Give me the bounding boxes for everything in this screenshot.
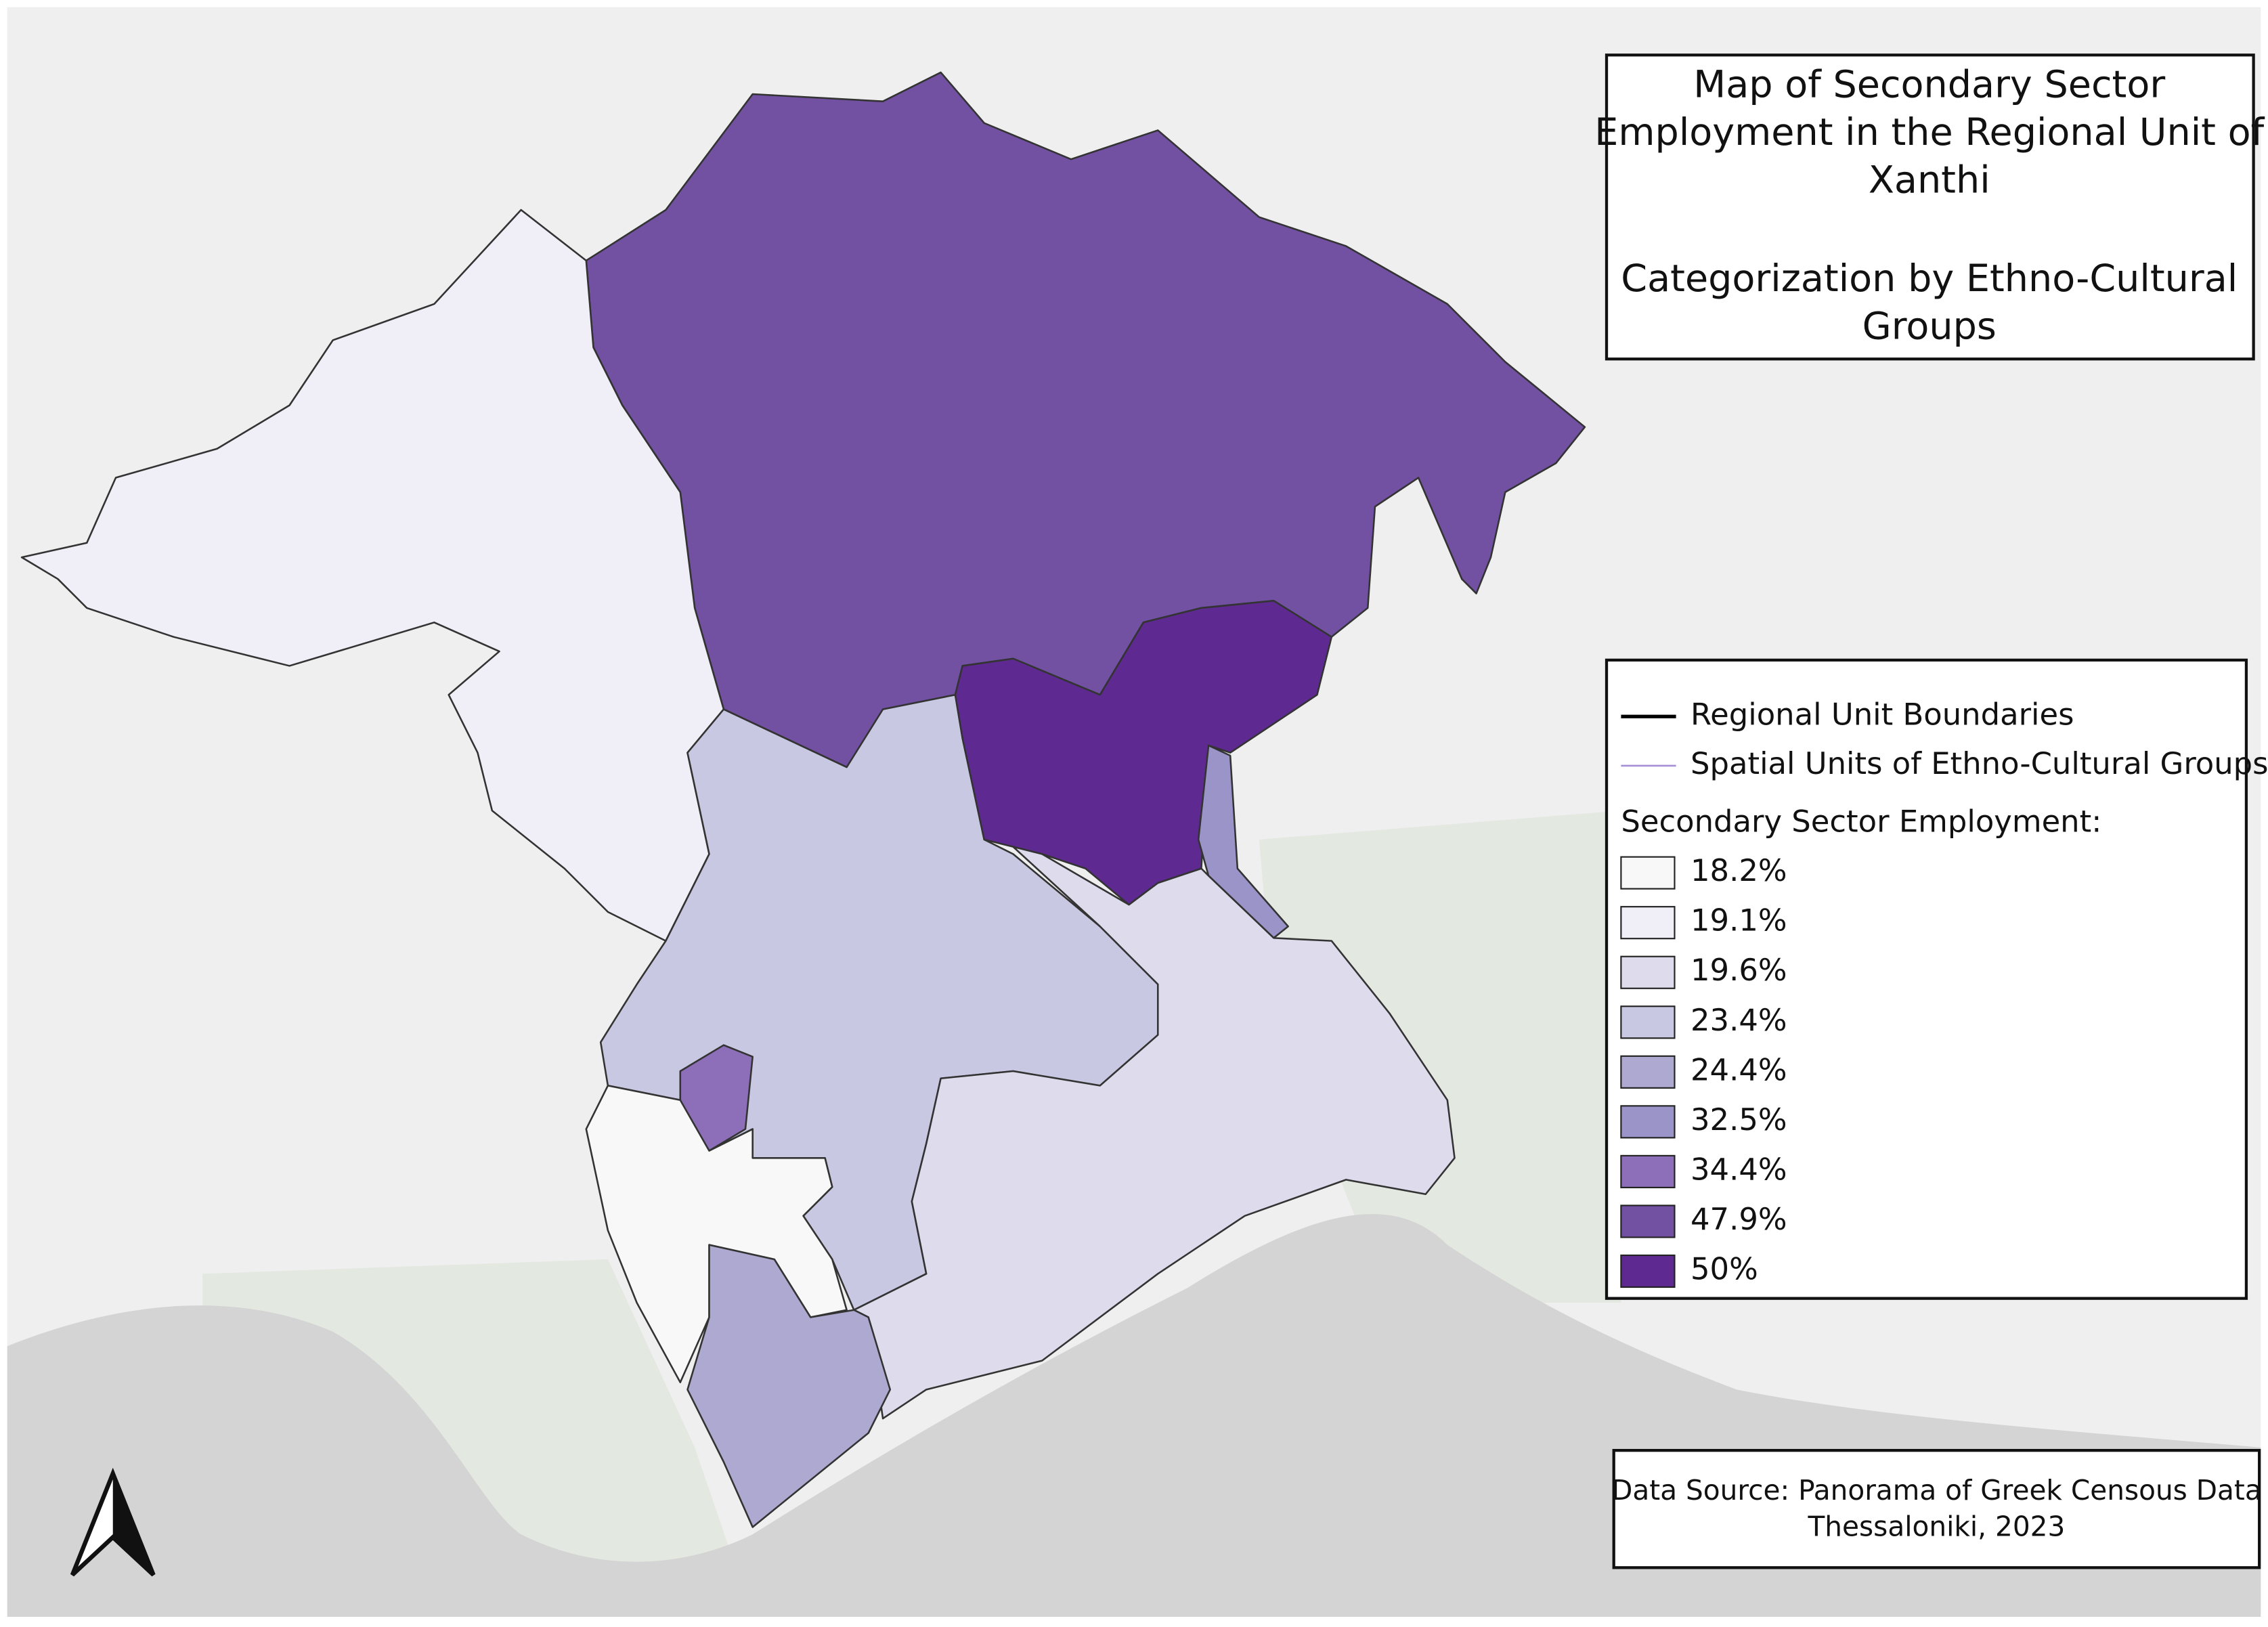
north-arrow bbox=[70, 1467, 156, 1577]
legend-label: Spatial Units of Ethno-Cultural Groups bbox=[1691, 745, 2268, 781]
legend-swatch bbox=[1620, 1254, 1676, 1288]
legend-class-label: 23.4% bbox=[1691, 1002, 1787, 1038]
legend-class-label: 24.4% bbox=[1691, 1051, 1787, 1087]
region bbox=[853, 846, 1456, 1420]
legend-class-label: 32.5% bbox=[1691, 1102, 1787, 1137]
source-line: Thessaloniki, 2023 bbox=[1808, 1511, 2066, 1543]
legend-heading: Secondary Sector Employment: bbox=[1621, 803, 2101, 839]
legend-swatch bbox=[1620, 1205, 1676, 1238]
legend-class-label: 19.6% bbox=[1691, 952, 1787, 988]
region bbox=[686, 1244, 892, 1528]
regions bbox=[20, 71, 1586, 1528]
source-line: Data Source: Panorama of Greek Censous D… bbox=[1611, 1474, 2262, 1506]
legend-swatch bbox=[1620, 856, 1676, 890]
region bbox=[1197, 744, 1289, 939]
legend-swatch bbox=[1620, 955, 1676, 989]
legend-swatch bbox=[1620, 1005, 1676, 1039]
legend-box bbox=[1605, 658, 2248, 1300]
legend-class-label: 19.1% bbox=[1691, 903, 1787, 938]
legend-swatch bbox=[1620, 1105, 1676, 1139]
title-line: Xanthi bbox=[1869, 158, 1990, 202]
legend-class-label: 50% bbox=[1691, 1251, 1758, 1286]
legend-class-label: 34.4% bbox=[1691, 1151, 1787, 1187]
title-line: Employment in the Regional Unit of bbox=[1594, 110, 2265, 154]
legend-swatch bbox=[1620, 1055, 1676, 1089]
north-arrow-half bbox=[112, 1473, 154, 1576]
source-box bbox=[1612, 1449, 2261, 1569]
legend-swatch bbox=[1620, 1154, 1676, 1188]
region bbox=[585, 1085, 848, 1383]
legend-class-label: 47.9% bbox=[1691, 1201, 1787, 1237]
legend-label: Regional Unit Boundaries bbox=[1691, 696, 2074, 732]
legend-class-label: 18.2% bbox=[1691, 852, 1787, 888]
legend: Regional Unit Boundaries Spatial Units of… bbox=[1620, 696, 2268, 1288]
legend-swatch bbox=[1620, 906, 1676, 940]
title-line: Map of Secondary Sector bbox=[1693, 62, 2165, 106]
title-box bbox=[1605, 53, 2255, 361]
source: Data Source: Panorama of Greek Censous D… bbox=[1611, 1474, 2262, 1542]
subtitle-line: Groups bbox=[1862, 304, 1997, 348]
subtitle-line: Categorization by Ethno-Cultural bbox=[1621, 257, 2238, 301]
